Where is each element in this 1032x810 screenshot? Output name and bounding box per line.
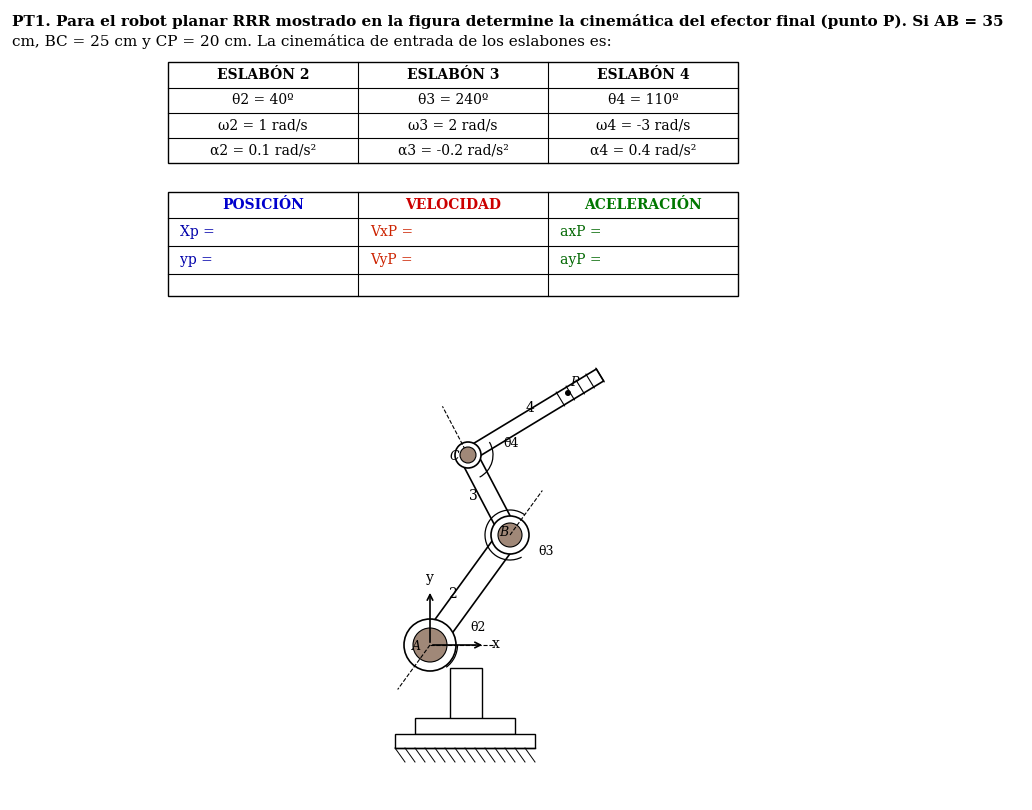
Polygon shape (464, 369, 604, 461)
Bar (415, 718, 515, 734)
Text: VxP =: VxP = (370, 225, 413, 239)
Text: ω2 = 1 rad/s: ω2 = 1 rad/s (218, 118, 308, 133)
Bar (395, 734, 535, 748)
Text: ayP =: ayP = (560, 253, 602, 267)
Text: α4 = 0.4 rad/s²: α4 = 0.4 rad/s² (590, 143, 697, 157)
Polygon shape (460, 451, 518, 539)
Circle shape (565, 390, 571, 396)
Text: B: B (499, 526, 509, 539)
Circle shape (455, 442, 481, 468)
Polygon shape (421, 529, 519, 651)
Circle shape (404, 619, 456, 671)
Text: ω4 = -3 rad/s: ω4 = -3 rad/s (595, 118, 690, 133)
Text: axP =: axP = (560, 225, 602, 239)
Text: PT1. Para el robot planar RRR mostrado en la figura determine la cinemática del : PT1. Para el robot planar RRR mostrado e… (12, 14, 1003, 29)
Text: Xp =: Xp = (180, 225, 215, 239)
Text: θ4: θ4 (503, 437, 518, 450)
Text: θ3: θ3 (538, 545, 553, 558)
Text: θ4 = 110º: θ4 = 110º (608, 93, 678, 108)
Text: ESLABÓN 3: ESLABÓN 3 (407, 68, 499, 82)
Text: θ2 = 40º: θ2 = 40º (232, 93, 294, 108)
Text: x: x (492, 637, 499, 651)
Text: C: C (449, 450, 459, 463)
Text: yp =: yp = (180, 253, 213, 267)
Circle shape (413, 628, 447, 662)
Text: POSICIÓN: POSICIÓN (222, 198, 304, 212)
Text: α3 = -0.2 rad/s²: α3 = -0.2 rad/s² (397, 143, 509, 157)
Text: 3: 3 (469, 489, 478, 503)
Bar (450, 668, 482, 723)
Text: ESLABÓN 4: ESLABÓN 4 (596, 68, 689, 82)
Text: θ3 = 240º: θ3 = 240º (418, 93, 488, 108)
Text: VELOCIDAD: VELOCIDAD (405, 198, 501, 212)
Text: VyP =: VyP = (370, 253, 413, 267)
Circle shape (460, 447, 476, 463)
Text: P: P (570, 377, 578, 390)
Text: A: A (412, 640, 420, 653)
Bar (168, 62, 738, 163)
Bar (168, 192, 738, 296)
Text: 4: 4 (526, 401, 535, 415)
Text: ω3 = 2 rad/s: ω3 = 2 rad/s (409, 118, 497, 133)
Text: cm, BC = 25 cm y CP = 20 cm. La cinemática de entrada de los eslabones es:: cm, BC = 25 cm y CP = 20 cm. La cinemáti… (12, 34, 612, 49)
Text: ESLABÓN 2: ESLABÓN 2 (217, 68, 310, 82)
Text: α2 = 0.1 rad/s²: α2 = 0.1 rad/s² (209, 143, 316, 157)
Circle shape (491, 516, 529, 554)
Text: θ2: θ2 (470, 621, 485, 634)
Circle shape (498, 523, 522, 547)
Text: ACELERACIÓN: ACELERACIÓN (584, 198, 702, 212)
Text: 2: 2 (448, 587, 457, 601)
Text: y: y (426, 571, 433, 585)
